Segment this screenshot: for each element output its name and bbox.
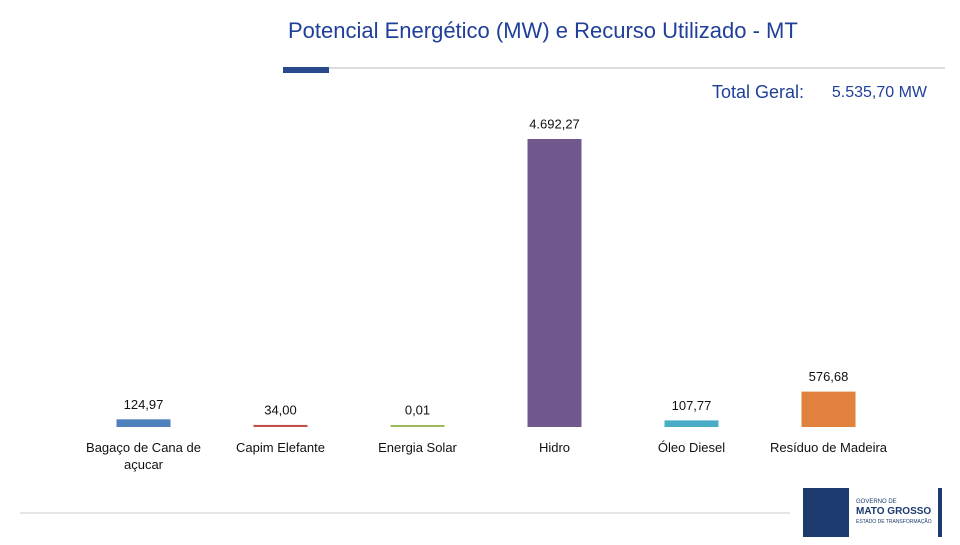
logo-text: ESTADO DE TRANSFORMAÇÃO	[856, 518, 932, 525]
x-tick-label: Energia Solar	[378, 440, 457, 455]
bar	[253, 424, 308, 427]
total-label: Total Geral:	[712, 82, 804, 102]
logo-text: MATO GROSSO	[856, 506, 931, 517]
value-label: 124,97	[124, 397, 164, 412]
bar	[664, 420, 719, 427]
x-tick-label: Óleo Diesel	[657, 440, 726, 455]
bar	[390, 425, 445, 427]
value-label: 576,68	[809, 369, 849, 384]
x-tick-label: Resíduo de Madeira	[769, 440, 888, 455]
total-value: 5.535,70 MW	[832, 84, 928, 101]
value-label: 4.692,27	[529, 116, 580, 131]
value-label: 34,00	[264, 402, 297, 417]
x-tick-label: Bagaço de Cana de açucar	[86, 440, 201, 472]
chart-title: Potencial Energético (MW) e Recurso Util…	[288, 18, 798, 43]
x-tick-label: Hidro	[538, 440, 571, 455]
value-label: 107,77	[672, 398, 712, 413]
logo-bar	[938, 488, 942, 537]
bar	[116, 419, 171, 427]
bar	[527, 139, 582, 427]
value-label: 0,01	[405, 402, 430, 417]
bar	[801, 391, 856, 427]
x-tick-label: Capim Elefante	[236, 440, 325, 455]
logo-text: GOVERNO DE	[856, 499, 897, 505]
title-accent	[283, 67, 329, 73]
logo-emblem	[803, 488, 849, 537]
